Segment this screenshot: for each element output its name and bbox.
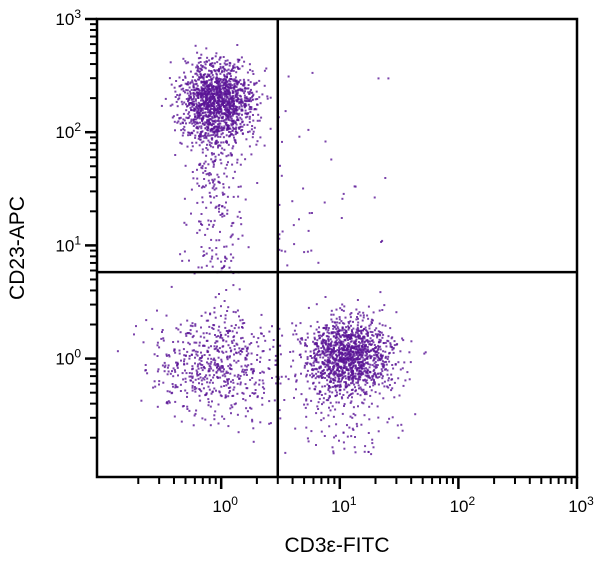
y-axis-tick-label: 103 — [55, 7, 81, 29]
plot-border — [95, 17, 579, 479]
y-axis-tick-label: 100 — [55, 347, 81, 369]
x-axis-tick-label: 102 — [450, 494, 476, 516]
y-axis-tick-label: 101 — [55, 233, 81, 255]
x-axis-label: CD3ε-FITC — [284, 534, 389, 557]
axes-layer — [95, 17, 579, 479]
y-axis-label: CD23-APC — [6, 196, 29, 300]
dots-layer — [116, 44, 427, 456]
x-axis-tick-label: 100 — [212, 494, 238, 516]
y-axis-tick-label: 102 — [55, 120, 81, 142]
tick-labels-layer: 100 101 102 103 100 101 102 103 — [55, 7, 594, 516]
x-axis-tick-label: 103 — [568, 494, 594, 516]
x-axis-tick-label: 101 — [331, 494, 357, 516]
tick-marks-layer — [85, 17, 579, 489]
quadrant-gate-lines — [97, 19, 577, 477]
